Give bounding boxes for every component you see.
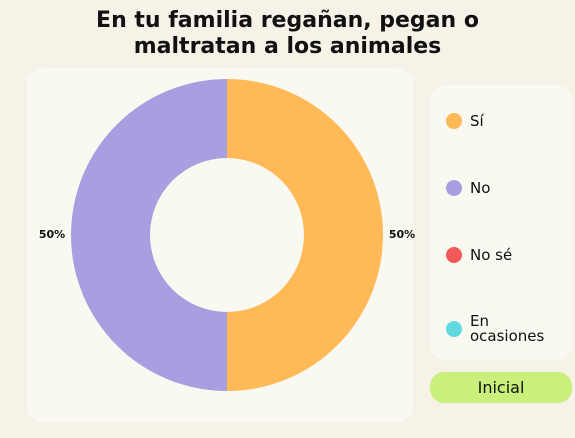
legend-label: Sí	[470, 111, 484, 130]
legend-swatch	[446, 180, 462, 196]
slice	[71, 79, 227, 391]
legend-item: En ocasiones	[446, 314, 556, 344]
legend-swatch	[446, 247, 462, 263]
legend-label: No sé	[470, 245, 513, 264]
chart-title: En tu familia regañan, pegan o maltratan…	[96, 8, 479, 59]
legend-item: Sí	[446, 113, 556, 129]
data-label: 50%	[39, 228, 65, 241]
legend-item: No	[446, 180, 556, 196]
legend-label: No	[470, 178, 491, 197]
legend: Sí No No sé En ocasiones	[430, 85, 572, 360]
legend-label: En ocasiones	[470, 312, 545, 345]
button[interactable]: Inicial	[430, 372, 572, 403]
legend-swatch	[446, 321, 462, 337]
legend-swatch	[446, 113, 462, 129]
data-label: 50%	[389, 228, 415, 241]
slice	[227, 79, 383, 391]
legend-item: No sé	[446, 247, 556, 263]
